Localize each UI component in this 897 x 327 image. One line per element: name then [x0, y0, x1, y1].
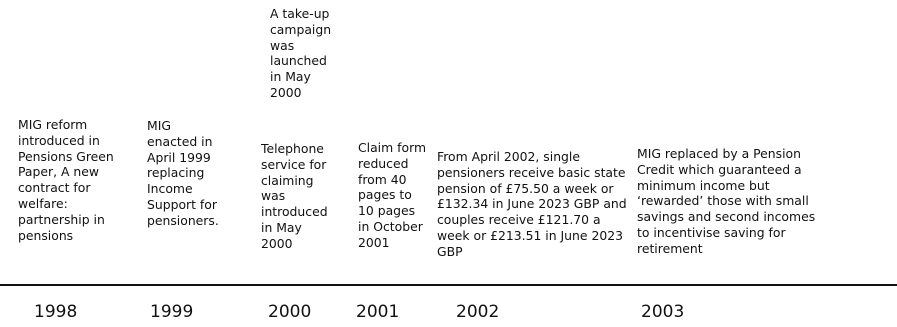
event-1998-description: MIG reform introduced in Pensions Green …: [18, 117, 114, 243]
year-label-2003: 2003: [641, 302, 685, 322]
event-2002-description: From April 2002, single pensioners recei…: [437, 149, 627, 259]
event-2000-campaign-description: A take-up campaign was launched in May 2…: [270, 6, 332, 100]
timeline-axis: [0, 284, 897, 286]
event-2003-description: MIG replaced by a Pension Credit which g…: [637, 146, 816, 256]
year-label-1999: 1999: [150, 302, 194, 322]
event-1999-description: MIG enacted in April 1999 replacing Inco…: [147, 118, 219, 228]
year-label-2000: 2000: [268, 302, 312, 322]
year-label-1998: 1998: [34, 302, 78, 322]
year-label-2002: 2002: [456, 302, 500, 322]
event-2000-telephone-description: Telephone service for claiming was intro…: [261, 141, 328, 251]
event-2001-description: Claim form reduced from 40 pages to 10 p…: [358, 140, 427, 250]
year-label-2001: 2001: [356, 302, 400, 322]
